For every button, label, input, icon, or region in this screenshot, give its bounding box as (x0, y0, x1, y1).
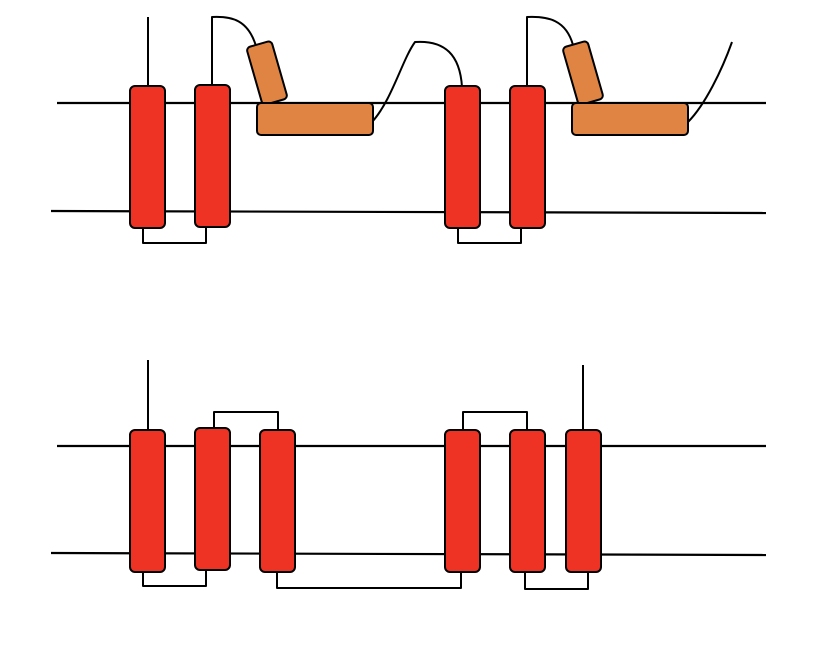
bottom-intracellular-loop-3 (524, 570, 589, 590)
bottom-intracellular-loop-2 (276, 570, 462, 589)
top-intracellular-loop-1 (142, 226, 207, 244)
top-tm-helix-1 (129, 85, 166, 229)
bottom-tm-helix-5 (509, 429, 546, 573)
bottom-tm-helix-2 (194, 427, 231, 571)
top-lower-membrane-line (50, 209, 767, 215)
bottom-tm-helix-4 (444, 429, 481, 573)
top-loop-tm2-to-amphi1 (211, 15, 257, 87)
top-amphipathic-helix-2-tilted (562, 40, 604, 106)
bottom-intracellular-loop-1 (142, 570, 207, 587)
bottom-extracellular-loop-2 (462, 411, 528, 431)
top-tm-helix-3 (444, 85, 481, 229)
top-loop-amphi1-to-tm3 (371, 40, 463, 123)
top-amphipathic-helix-1-tilted (246, 40, 288, 106)
top-panel (50, 15, 767, 244)
top-amphipathic-helix-1-flat (256, 102, 374, 136)
bottom-lower-membrane-line (50, 551, 767, 557)
top-intracellular-loop-2 (457, 226, 522, 244)
bottom-tm-helix-6 (565, 429, 602, 573)
bottom-tm-helix-3 (259, 429, 296, 573)
top-amphipathic-helix-2-flat (571, 102, 689, 136)
bottom-extracellular-loop-1 (213, 411, 279, 431)
bottom-tm-helix-1 (129, 429, 166, 573)
bottom-panel (50, 360, 767, 590)
top-loop-tm4-to-amphi2 (526, 15, 574, 87)
top-tm-helix-4 (509, 85, 546, 229)
top-tm-helix-2 (194, 84, 231, 228)
top-c-terminus (687, 41, 733, 123)
